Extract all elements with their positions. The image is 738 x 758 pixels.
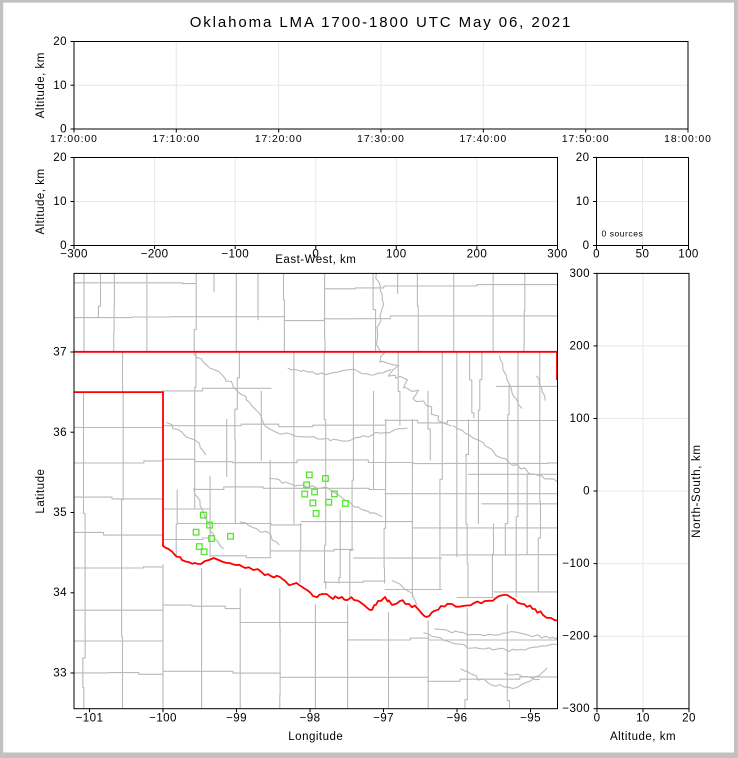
svg-text:−101: −101 (76, 712, 104, 725)
svg-text:−100: −100 (562, 557, 590, 570)
svg-text:−99: −99 (226, 712, 247, 725)
svg-text:0: 0 (593, 248, 600, 261)
svg-text:−100: −100 (221, 248, 249, 261)
svg-text:−100: −100 (149, 712, 177, 725)
svg-text:17:40:00: 17:40:00 (459, 134, 507, 145)
svg-text:0: 0 (583, 485, 590, 498)
svg-text:0: 0 (60, 239, 67, 252)
svg-text:0: 0 (583, 239, 590, 252)
svg-text:Oklahoma LMA 1700-1800 UTC May: Oklahoma LMA 1700-1800 UTC May 06, 2021 (190, 14, 573, 31)
svg-text:−96: −96 (447, 712, 468, 725)
svg-text:−97: −97 (373, 712, 394, 725)
svg-text:−200: −200 (562, 630, 590, 643)
svg-text:0: 0 (312, 248, 319, 261)
svg-text:100: 100 (386, 248, 407, 261)
svg-text:37: 37 (53, 346, 67, 359)
svg-text:17:10:00: 17:10:00 (152, 134, 200, 145)
svg-text:Altitude, km: Altitude, km (610, 731, 676, 743)
svg-text:20: 20 (53, 151, 67, 164)
svg-text:100: 100 (678, 248, 699, 261)
svg-text:300: 300 (547, 248, 568, 261)
svg-text:10: 10 (636, 712, 650, 725)
svg-text:Altitude, km: Altitude, km (35, 168, 47, 234)
svg-text:Longitude: Longitude (288, 731, 343, 743)
svg-text:0: 0 (594, 712, 601, 725)
svg-text:200: 200 (467, 248, 488, 261)
svg-text:20: 20 (682, 712, 696, 725)
svg-text:−98: −98 (300, 712, 321, 725)
svg-text:17:30:00: 17:30:00 (357, 134, 405, 145)
svg-text:North-South, km: North-South, km (691, 444, 703, 537)
svg-text:Altitude, km: Altitude, km (35, 52, 47, 118)
svg-text:−200: −200 (141, 248, 169, 261)
svg-text:17:00:00: 17:00:00 (50, 134, 98, 145)
svg-text:35: 35 (53, 506, 67, 519)
svg-text:0 sources: 0 sources (602, 229, 644, 239)
svg-text:50: 50 (636, 248, 650, 261)
svg-text:34: 34 (53, 586, 67, 599)
svg-text:10: 10 (576, 195, 590, 208)
svg-text:17:50:00: 17:50:00 (562, 134, 610, 145)
svg-text:100: 100 (569, 412, 590, 425)
svg-text:Latitude: Latitude (35, 469, 47, 514)
svg-text:0: 0 (60, 123, 67, 136)
svg-text:33: 33 (53, 667, 67, 680)
svg-text:10: 10 (53, 195, 67, 208)
svg-text:−300: −300 (60, 248, 88, 261)
svg-text:300: 300 (569, 267, 590, 280)
svg-text:20: 20 (576, 151, 590, 164)
svg-text:−95: −95 (520, 712, 541, 725)
svg-text:200: 200 (569, 339, 590, 352)
svg-text:18:00:00: 18:00:00 (664, 134, 712, 145)
svg-text:17:20:00: 17:20:00 (255, 134, 303, 145)
svg-text:10: 10 (53, 79, 67, 92)
svg-text:−300: −300 (562, 702, 590, 715)
svg-text:East-West, km: East-West, km (275, 254, 356, 266)
svg-text:20: 20 (53, 35, 67, 48)
svg-text:36: 36 (53, 426, 67, 439)
